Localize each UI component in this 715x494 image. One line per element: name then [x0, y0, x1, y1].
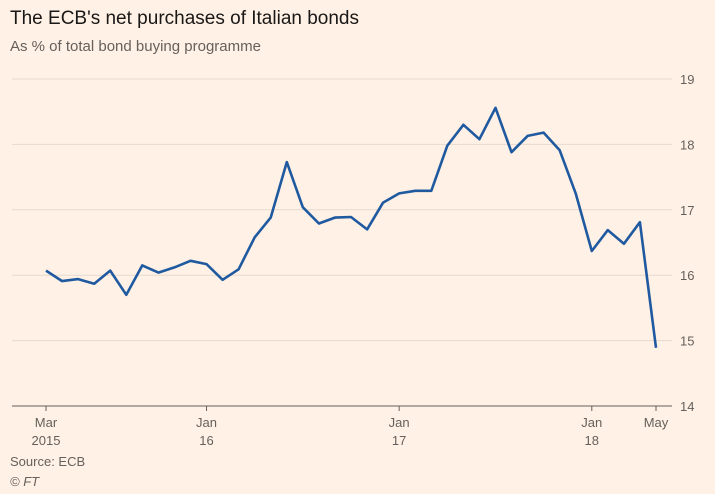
- source-note: Source: ECB: [10, 454, 86, 469]
- x-tick-label: Mar: [35, 415, 58, 430]
- y-tick-label-14: 14: [680, 399, 694, 414]
- x-tick-label: May: [644, 415, 669, 430]
- x-tick-sublabel: 2015: [32, 433, 61, 448]
- y-tick-label-19: 19: [680, 72, 694, 87]
- y-tick-label-17: 17: [680, 203, 694, 218]
- ft-credit: © FT: [10, 474, 40, 489]
- x-tick-sublabel: 16: [199, 433, 213, 448]
- x-tick-label: Jan: [196, 415, 217, 430]
- chart-title: The ECB's net purchases of Italian bonds: [10, 8, 359, 29]
- y-axis-ticks: 14 15 16 17 18 19: [680, 72, 694, 414]
- gridlines: [12, 78, 672, 407]
- x-tick-label: Jan: [389, 415, 410, 430]
- x-axis: Mar 2015 Jan 16 Jan 17 Jan 18 May: [32, 406, 669, 448]
- series-line: [45, 106, 658, 348]
- y-tick-label-18: 18: [680, 137, 694, 152]
- chart-subtitle: As % of total bond buying programme: [10, 38, 261, 55]
- y-tick-label-16: 16: [680, 268, 694, 283]
- series-group: [45, 106, 658, 348]
- x-tick-sublabel: 17: [392, 433, 406, 448]
- x-tick-label: Jan: [581, 415, 602, 430]
- x-tick-sublabel: 18: [585, 433, 599, 448]
- y-tick-label-15: 15: [680, 334, 694, 349]
